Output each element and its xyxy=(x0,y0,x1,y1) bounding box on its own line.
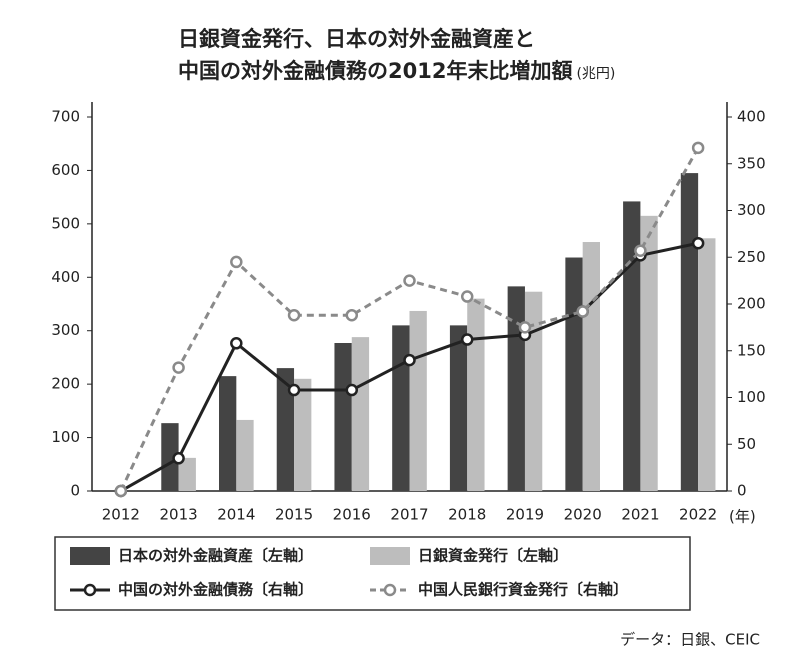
y-tick-label: 700 xyxy=(51,108,80,126)
marker xyxy=(114,484,128,498)
marker xyxy=(460,333,474,346)
marker xyxy=(403,274,416,287)
x-tick-label: 2012 xyxy=(102,506,140,524)
legend-marker xyxy=(383,583,397,597)
y-tick-label: 100 xyxy=(51,428,80,446)
y2-tick-label: 50 xyxy=(737,435,756,453)
x-tick-label: 2016 xyxy=(333,506,371,524)
x-tick-label: 2014 xyxy=(217,506,255,524)
x-tick-label: 2021 xyxy=(621,506,659,524)
chart-title-line: 日銀資金発行、日本の対外金融資産と xyxy=(178,27,535,51)
unit-label: (兆円) xyxy=(576,66,615,82)
y2-tick-label: 0 xyxy=(737,482,747,500)
marker xyxy=(345,308,359,322)
bar xyxy=(334,343,352,491)
marker xyxy=(460,290,474,303)
y2-tick-label: 250 xyxy=(737,248,766,266)
bar xyxy=(565,257,583,491)
legend-swatch xyxy=(370,547,410,565)
marker xyxy=(403,353,416,367)
x-tick-label: 2022 xyxy=(679,506,717,524)
marker xyxy=(230,255,243,269)
y2-tick-label: 100 xyxy=(737,388,766,406)
bar xyxy=(161,423,179,491)
y-tick-label: 0 xyxy=(70,482,80,500)
y2-tick-label: 200 xyxy=(737,295,766,313)
bar xyxy=(507,286,525,491)
bar xyxy=(276,368,295,491)
y2-tick-label: 300 xyxy=(737,201,766,219)
marker xyxy=(345,383,359,397)
legend-marker xyxy=(83,583,97,597)
x-tick-label: 2018 xyxy=(448,506,486,524)
y-tick-label: 500 xyxy=(51,214,80,232)
marker xyxy=(576,305,589,318)
marker xyxy=(691,236,705,250)
y-tick-label: 300 xyxy=(51,321,80,339)
bar xyxy=(698,238,716,491)
marker xyxy=(287,383,301,397)
legend-label: 日本の対外金融資産〔左軸〕 xyxy=(118,547,313,565)
y2-tick-label: 400 xyxy=(737,108,766,126)
chart-title-line: 中国の対外金融債務の2012年末比増加額 xyxy=(178,59,572,83)
marker xyxy=(634,244,647,257)
y-tick-label: 600 xyxy=(51,161,80,179)
bar xyxy=(467,298,485,491)
bar xyxy=(449,325,468,491)
bar xyxy=(623,201,641,491)
y2-tick-label: 150 xyxy=(737,341,766,359)
y2-tick-label: 350 xyxy=(737,154,766,172)
x-tick-label: 2020 xyxy=(564,506,602,524)
marker xyxy=(287,308,301,322)
marker xyxy=(172,361,185,374)
bar xyxy=(524,291,543,491)
marker xyxy=(691,141,705,155)
bar xyxy=(680,173,699,491)
y-tick-label: 200 xyxy=(51,375,80,393)
marker xyxy=(230,337,243,350)
x-tick-label: 2019 xyxy=(506,506,544,524)
x-tick-label: 2013 xyxy=(159,506,197,524)
marker xyxy=(518,321,532,334)
source: データ：日銀、CEIC xyxy=(620,631,760,649)
bar xyxy=(219,376,237,491)
bar xyxy=(178,457,196,491)
x-tick-label: 2017 xyxy=(390,506,428,524)
bar xyxy=(640,215,658,492)
legend-label: 日銀資金発行〔左軸〕 xyxy=(418,547,568,565)
bar xyxy=(392,325,410,491)
bar xyxy=(294,378,312,491)
x-tick-label: 2015 xyxy=(275,506,313,524)
legend-label: 中国の対外金融債務〔右軸〕 xyxy=(118,581,313,599)
legend-swatch xyxy=(70,547,110,565)
legend-box xyxy=(54,536,691,611)
y-tick-label: 400 xyxy=(51,268,80,286)
bar xyxy=(409,310,427,491)
legend-label: 中国人民銀行資金発行〔右軸〕 xyxy=(418,581,628,599)
bar xyxy=(236,419,254,491)
bar xyxy=(351,337,370,491)
x-unit: (年) xyxy=(729,508,756,526)
marker xyxy=(172,452,185,465)
bar xyxy=(582,242,600,491)
